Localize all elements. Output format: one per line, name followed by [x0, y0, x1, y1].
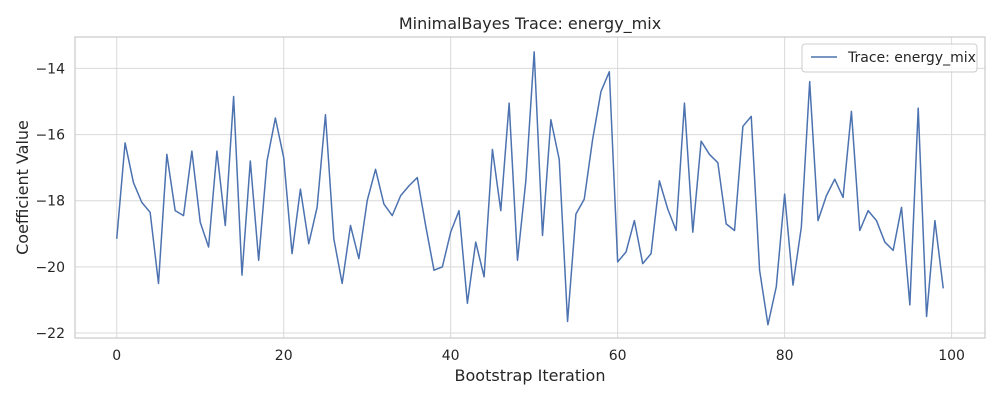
x-tick-label: 0	[112, 348, 121, 364]
y-tick-label: −14	[35, 61, 65, 77]
y-axis-label: Coefficient Value	[13, 120, 32, 255]
x-tick-label: 40	[442, 348, 460, 364]
chart-title: MinimalBayes Trace: energy_mix	[399, 14, 661, 34]
x-axis-label: Bootstrap Iteration	[455, 366, 606, 385]
x-axis-ticks: 0 20 40 60 80 100	[112, 348, 965, 364]
y-tick-label: −20	[35, 260, 65, 276]
x-tick-label: 100	[938, 348, 965, 364]
y-tick-label: −18	[35, 194, 65, 210]
series-layer	[115, 51, 945, 326]
y-axis-ticks: −14 −16 −18 −20 −22	[35, 61, 65, 342]
legend-box	[801, 43, 978, 73]
legend: Trace: energy_mix	[801, 43, 978, 73]
y-tick-label: −16	[35, 128, 65, 144]
y-tick-label: −22	[35, 326, 65, 342]
plot-frame	[74, 36, 986, 339]
legend-entry-label: Trace: energy_mix	[847, 50, 976, 66]
x-tick-label: 60	[609, 348, 627, 364]
x-tick-label: 20	[275, 348, 293, 364]
series-line	[115, 51, 945, 326]
x-tick-label: 80	[776, 348, 794, 364]
